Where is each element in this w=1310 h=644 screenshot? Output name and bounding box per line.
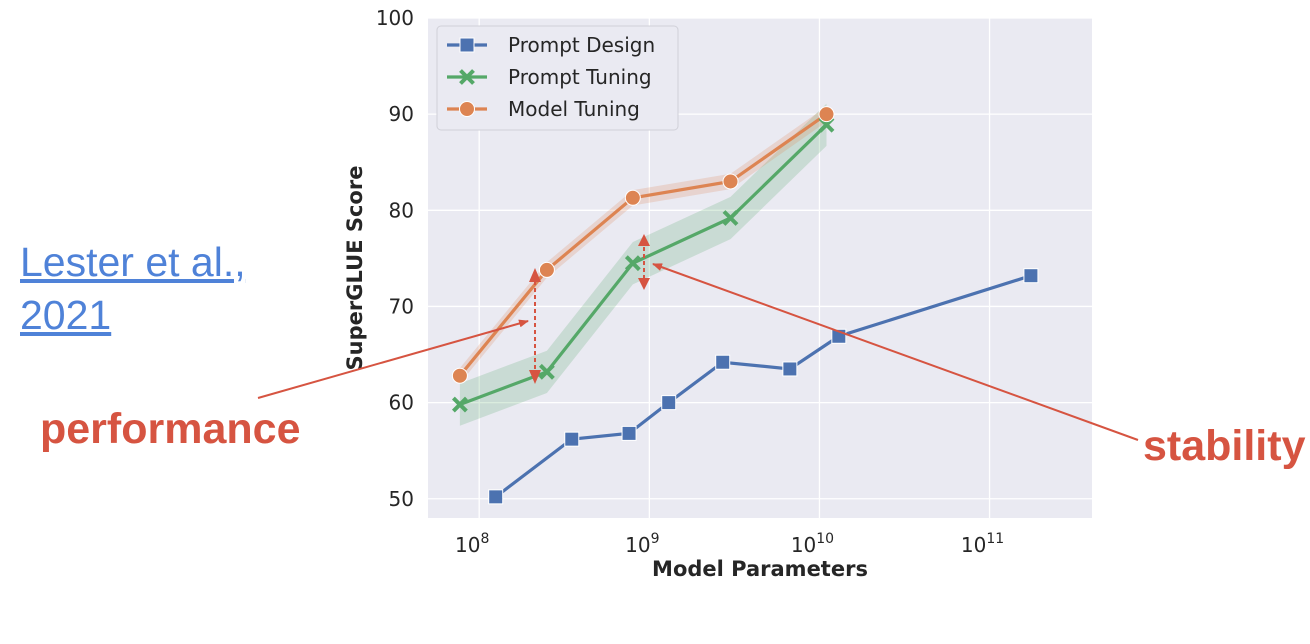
performance-gap-bottom-arrowhead bbox=[529, 370, 541, 384]
prompt-design-legend-marker bbox=[459, 37, 475, 53]
performance-gap-top-arrowhead bbox=[529, 268, 541, 282]
prompt-design-point bbox=[621, 425, 637, 441]
model-tuning-point bbox=[451, 367, 468, 384]
performance-annotation: performance bbox=[40, 405, 300, 453]
stability-band-bottom-arrowhead bbox=[638, 278, 650, 290]
prompt-tuning-point bbox=[538, 363, 555, 380]
x-tick-label: 1010 bbox=[791, 531, 834, 557]
prompt-design-point bbox=[564, 431, 580, 447]
prompt-design-point bbox=[488, 489, 504, 505]
model-tuning-point bbox=[722, 173, 739, 190]
legend: Prompt Design Prompt Tuning Model Tuning bbox=[436, 25, 679, 131]
x-tick-label: 1011 bbox=[961, 531, 1004, 557]
prompt-tuning-point bbox=[624, 255, 641, 272]
stability-arrow bbox=[652, 263, 1139, 441]
annotation-arrows bbox=[257, 234, 1139, 441]
model-tuning-point bbox=[624, 189, 641, 206]
y-tick-label: 90 bbox=[389, 102, 414, 126]
prompt-tuning-point bbox=[722, 210, 739, 226]
prompt-design-point bbox=[782, 361, 798, 377]
y-tick-label: 50 bbox=[389, 487, 414, 511]
model-tuning-point bbox=[818, 106, 835, 123]
performance-arrow bbox=[257, 319, 529, 399]
y-tick-label: 60 bbox=[389, 391, 414, 415]
prompt-design-point bbox=[1023, 268, 1039, 284]
x-axis-label: Model Parameters bbox=[652, 557, 868, 581]
prompt-design-point bbox=[715, 354, 731, 370]
model-tuning-point bbox=[538, 261, 555, 278]
prompt-design-point bbox=[661, 395, 677, 411]
stability-band-top-arrowhead bbox=[638, 234, 650, 246]
prompt-tuning-legend-label: Prompt Tuning bbox=[508, 65, 652, 89]
prompt-design-legend-label: Prompt Design bbox=[508, 33, 655, 57]
prompt-design-line bbox=[494, 274, 1032, 499]
x-tick-label: 109 bbox=[625, 531, 659, 557]
y-tick-label: 100 bbox=[376, 6, 414, 30]
y-axis-label: SuperGLUE Score bbox=[343, 166, 367, 371]
stability-annotation: stability bbox=[1143, 422, 1306, 470]
legend-box bbox=[436, 25, 679, 131]
prompt-tuning-legend-marker bbox=[459, 69, 475, 85]
x-tick-label: 108 bbox=[455, 531, 489, 557]
model-tuning-legend-marker bbox=[459, 101, 475, 117]
prompt-tuning-point bbox=[451, 396, 468, 413]
model-tuning-legend-label: Model Tuning bbox=[508, 97, 640, 121]
y-tick-label: 70 bbox=[389, 294, 414, 318]
citation-link[interactable]: Lester et al., 2021 bbox=[20, 236, 320, 342]
citation-line-2: 2021 bbox=[20, 292, 112, 338]
y-tick-label: 80 bbox=[389, 198, 414, 222]
citation-line-1: Lester et al., bbox=[20, 239, 246, 285]
